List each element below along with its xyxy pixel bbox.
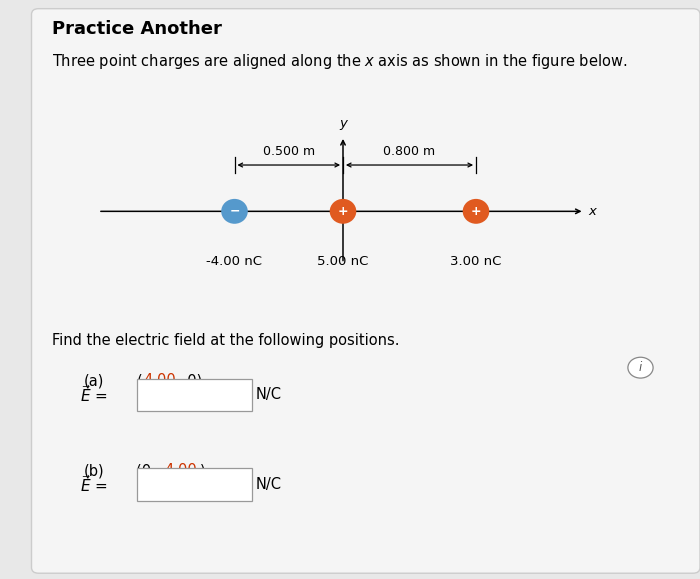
Text: 0.500 m: 0.500 m [262, 145, 315, 158]
Text: 3.00 nC: 3.00 nC [450, 255, 502, 267]
Text: i: i [639, 361, 642, 374]
Ellipse shape [463, 199, 489, 224]
Text: , 0): , 0) [178, 373, 203, 389]
Text: y: y [339, 118, 347, 130]
Circle shape [628, 357, 653, 378]
Text: x: x [588, 205, 596, 218]
Text: (b): (b) [84, 463, 104, 478]
Text: Three point charges are aligned along the $x$ axis as shown in the figure below.: Three point charges are aligned along th… [52, 52, 628, 71]
Ellipse shape [221, 199, 248, 224]
Text: 5.00 nC: 5.00 nC [317, 255, 369, 267]
Text: −: − [230, 205, 239, 218]
Text: 0.800 m: 0.800 m [384, 145, 435, 158]
FancyBboxPatch shape [136, 468, 252, 501]
Text: 4.00: 4.00 [164, 463, 197, 478]
Text: -4.00 nC: -4.00 nC [206, 255, 262, 267]
Text: $\vec{E}$ =: $\vec{E}$ = [80, 384, 108, 405]
FancyBboxPatch shape [32, 9, 700, 573]
Text: (a): (a) [84, 373, 104, 389]
Text: Find the electric field at the following positions.: Find the electric field at the following… [52, 333, 400, 348]
Text: +: + [470, 205, 482, 218]
Text: ): ) [199, 463, 205, 478]
Text: 4.00: 4.00 [144, 373, 176, 389]
Text: (0,: (0, [136, 463, 161, 478]
Text: Practice Another: Practice Another [52, 20, 223, 38]
Text: N/C: N/C [256, 387, 281, 402]
Text: (: ( [136, 373, 142, 389]
Text: +: + [337, 205, 349, 218]
Text: $\vec{E}$ =: $\vec{E}$ = [80, 474, 108, 495]
Ellipse shape [330, 199, 356, 224]
Text: N/C: N/C [256, 477, 281, 492]
FancyBboxPatch shape [136, 379, 252, 411]
